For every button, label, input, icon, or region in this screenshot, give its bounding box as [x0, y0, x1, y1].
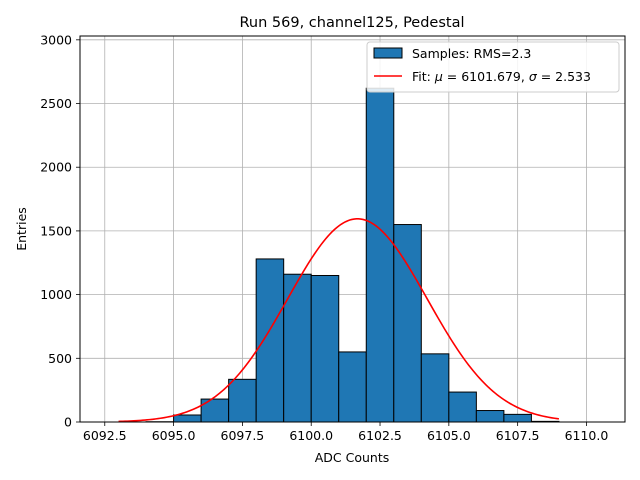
legend-fit-prefix: Fit: [412, 69, 435, 84]
legend: Samples: RMS=2.3 Fit: μ = 6101.679, σ = … [366, 41, 620, 93]
x-tick-label: 6092.5 [83, 428, 127, 443]
histogram-bar [420, 353, 450, 423]
x-tick-label: 6097.5 [221, 428, 265, 443]
histogram-bar [365, 87, 395, 423]
legend-fit-label: Fit: μ = 6101.679, σ = 2.533 [412, 69, 591, 84]
histogram-bar [173, 414, 202, 423]
x-tick-label: 6107.5 [496, 428, 540, 443]
histogram-bar [228, 378, 257, 423]
y-tick-label: 0 [64, 415, 72, 430]
gaussian-fit-curve [118, 218, 560, 423]
y-tick-label: 1000 [40, 287, 72, 302]
x-tick-label: 6110.0 [565, 428, 609, 443]
x-tick-label: 6105.0 [427, 428, 471, 443]
x-tick-label: 6095.0 [152, 428, 196, 443]
histogram-bar [475, 410, 505, 423]
histogram-bar [338, 351, 367, 423]
legend-samples-swatch [373, 47, 403, 59]
legend-fit-sigma-value: = 2.533 [537, 69, 591, 84]
fit-curve-group [118, 218, 560, 423]
legend-samples-label: Samples: RMS=2.3 [412, 46, 531, 61]
y-tick-label: 1500 [40, 223, 72, 238]
histogram-bar [393, 224, 422, 423]
legend-fit-sigma-symbol: σ [529, 69, 538, 84]
y-tick-label: 2000 [40, 160, 72, 175]
histogram-bar [503, 413, 532, 423]
y-tick-label: 2500 [40, 96, 72, 111]
histogram-bar [310, 274, 340, 423]
y-tick-label: 3000 [40, 32, 72, 47]
histogram-bar [283, 273, 312, 423]
y-axis-ticks: 0 500 1000 1500 2000 2500 3000 [40, 32, 80, 430]
histogram-bar [448, 391, 477, 423]
x-axis-label: ADC Counts [315, 450, 390, 465]
legend-fit-mu-symbol: μ [434, 69, 443, 84]
legend-fit-mu-value: = 6101.679, [443, 69, 529, 84]
x-tick-label: 6100.0 [289, 428, 333, 443]
histogram-bars [145, 87, 560, 423]
y-tick-label: 500 [48, 351, 72, 366]
x-tick-label: 6102.5 [358, 428, 402, 443]
chart-title: Run 569, channel125, Pedestal [239, 15, 464, 31]
histogram-bar [255, 258, 285, 423]
y-axis-label: Entries [14, 207, 29, 251]
plot-frame [79, 35, 626, 423]
x-axis-ticks: 6092.5 6095.0 6097.5 6100.0 6102.5 6105.0 6107… [83, 422, 608, 443]
legend-box [366, 41, 620, 93]
